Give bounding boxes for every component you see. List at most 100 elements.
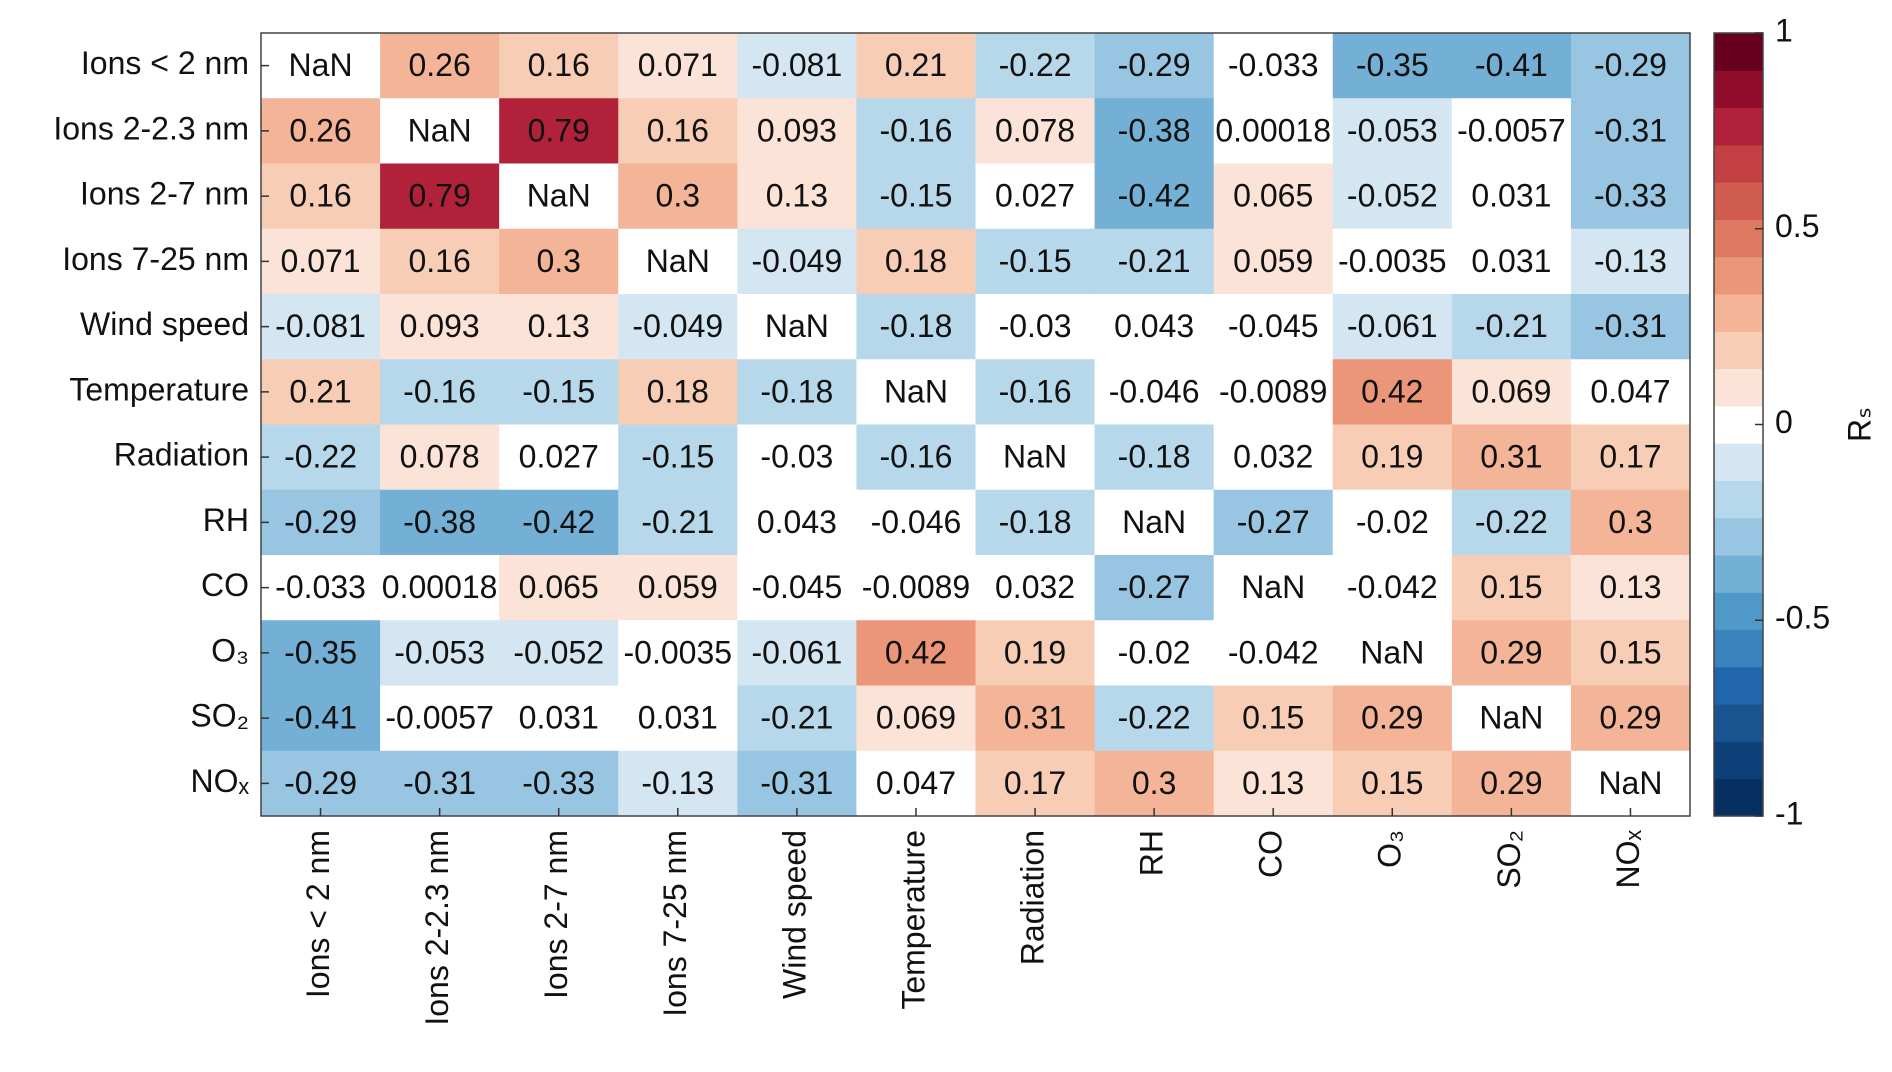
- cell-label: -0.049: [632, 308, 723, 344]
- cell: [1570, 228, 1691, 295]
- cell-label: 0.078: [995, 112, 1075, 148]
- cell-label: 0.031: [638, 700, 718, 736]
- cell-label: -0.046: [871, 504, 962, 540]
- cell: [261, 359, 381, 425]
- cell-label: -0.16: [999, 373, 1072, 409]
- cell-label: -0.38: [1118, 112, 1191, 148]
- cell: [856, 555, 976, 621]
- x-tick-label: Ions 7-25 nm: [657, 830, 693, 1017]
- cell-label: -0.38: [403, 504, 476, 540]
- cell-label: 0.15: [1480, 569, 1542, 605]
- cell-label: -0.16: [403, 373, 476, 409]
- cell-label: 0.26: [408, 47, 470, 83]
- cell: [261, 620, 381, 686]
- cell-label: -0.053: [1347, 112, 1438, 148]
- cell: [499, 750, 619, 817]
- colorbar-tick-label: 0: [1775, 404, 1793, 440]
- cell-label: 0.16: [408, 243, 470, 279]
- cell: [975, 750, 1096, 817]
- cell: [261, 98, 381, 164]
- cell-label: -0.03: [760, 439, 833, 475]
- cell-label: -0.31: [760, 765, 833, 801]
- colorbar-segment: [1714, 368, 1763, 407]
- x-tick-label: Wind speed: [776, 830, 812, 999]
- y-tick-label: CO: [201, 567, 249, 603]
- cell: [1451, 424, 1572, 491]
- cell: [261, 685, 381, 752]
- y-tick-label: O₃: [211, 632, 249, 668]
- cell-label: 0.16: [528, 47, 590, 83]
- cell: [1094, 685, 1215, 752]
- cell-label: 0.031: [519, 700, 599, 736]
- cell: [1213, 555, 1334, 621]
- cell: [1451, 750, 1572, 817]
- cell-label: 0.42: [885, 634, 947, 670]
- cell-label: -0.27: [1237, 504, 1310, 540]
- cell-label: 0.027: [519, 439, 599, 475]
- cell: [261, 294, 381, 360]
- cell-label: -0.33: [1594, 178, 1667, 214]
- cell-label: -0.29: [1118, 47, 1191, 83]
- cell-label: -0.41: [284, 700, 357, 736]
- cell: [737, 750, 857, 817]
- cell-label: -0.22: [1118, 700, 1191, 736]
- cell: [1094, 98, 1215, 164]
- cell-label: -0.15: [641, 439, 714, 475]
- cell: [975, 685, 1096, 752]
- cell: [261, 424, 381, 491]
- cell: [618, 424, 738, 491]
- cell-label: 0.18: [647, 373, 709, 409]
- cell-label: 0.069: [876, 700, 956, 736]
- colorbar-segment: [1714, 555, 1763, 593]
- cell-label: -0.052: [1347, 178, 1438, 214]
- colorbar-segment: [1714, 33, 1763, 71]
- cell-label: 0.29: [1480, 765, 1542, 801]
- cell-label: -0.049: [752, 243, 843, 279]
- cell-label: 0.065: [1233, 178, 1313, 214]
- cell: [499, 33, 619, 99]
- cell-label: -0.15: [522, 373, 595, 409]
- cell-label: 0.29: [1361, 700, 1423, 736]
- cell-label: 0.078: [400, 439, 480, 475]
- cell-label: 0.21: [289, 373, 351, 409]
- cell-label: -0.21: [760, 700, 833, 736]
- cell: [1213, 359, 1334, 425]
- cell-label: -0.0035: [624, 634, 733, 670]
- cell-label: -0.18: [879, 308, 952, 344]
- cell: [1213, 620, 1334, 686]
- cell: [1332, 489, 1453, 556]
- cell: [1094, 620, 1215, 686]
- cell-label: 0.3: [536, 243, 580, 279]
- colorbar-segment: [1714, 666, 1763, 705]
- cell-label: -0.29: [1594, 47, 1667, 83]
- cell-label: -0.29: [284, 504, 357, 540]
- cell-label: 0.79: [528, 112, 590, 148]
- y-tick-label: Radiation: [114, 437, 249, 473]
- cell: [618, 294, 738, 360]
- cell: [618, 750, 738, 817]
- x-tick-label: Ions 2-7 nm: [538, 830, 574, 999]
- colorbar-segment: [1714, 107, 1763, 146]
- cell: [975, 33, 1096, 99]
- cell-label: 0.00018: [1215, 112, 1331, 148]
- cell-label: -0.21: [1118, 243, 1191, 279]
- cell-label: -0.0057: [385, 700, 494, 736]
- cell: [499, 555, 619, 621]
- cell-label: 0.42: [1361, 373, 1423, 409]
- cell: [1332, 424, 1453, 491]
- cell: [1094, 228, 1215, 295]
- cell: [261, 33, 381, 99]
- cell-label: 0.031: [1471, 243, 1551, 279]
- cell-label: 0.15: [1361, 765, 1423, 801]
- cell: [1570, 33, 1691, 99]
- cell: [499, 359, 619, 425]
- cell: [380, 750, 500, 817]
- cell: [975, 98, 1096, 164]
- cell: [737, 228, 857, 295]
- cell: [1451, 489, 1572, 556]
- cell: [618, 228, 738, 295]
- cell: [1451, 359, 1572, 425]
- colorbar-segment: [1714, 182, 1763, 220]
- cell-label: -0.0035: [1338, 243, 1447, 279]
- cell-label: 0.29: [1599, 700, 1661, 736]
